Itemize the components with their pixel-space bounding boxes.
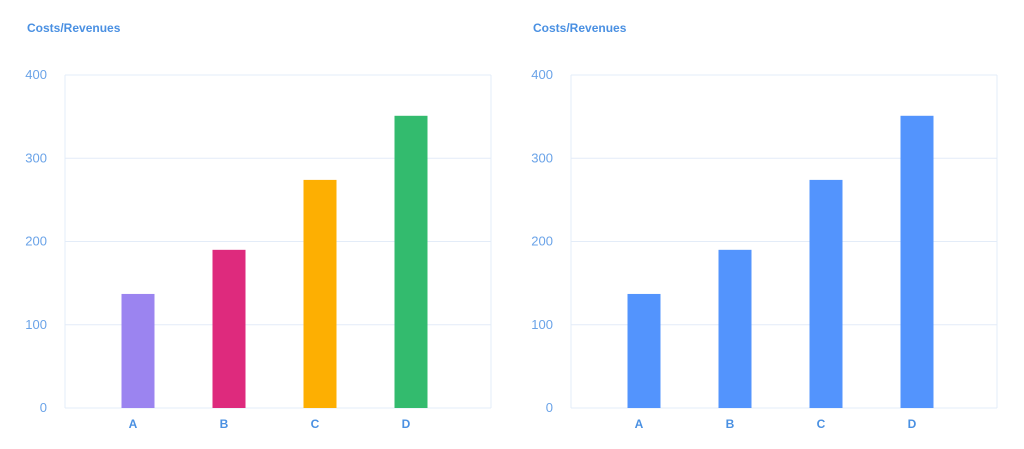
x-tick-label: C bbox=[817, 417, 826, 431]
y-tick-label: 300 bbox=[25, 150, 47, 165]
y-tick-label: 0 bbox=[546, 400, 553, 415]
x-tick-label: D bbox=[402, 417, 411, 431]
chart-title: Costs/Revenues bbox=[27, 21, 121, 35]
bar-b bbox=[718, 249, 752, 408]
y-tick-label: 300 bbox=[531, 150, 553, 165]
x-tick-label: D bbox=[908, 417, 917, 431]
bar-a bbox=[627, 293, 661, 408]
y-tick-label: 100 bbox=[531, 317, 553, 332]
bar-a bbox=[121, 293, 155, 408]
y-tick-label: 200 bbox=[25, 234, 47, 249]
bar-chart: 0 100 200 300 400 A B C D bbox=[531, 67, 998, 431]
x-tick-label: C bbox=[311, 417, 320, 431]
y-tick-label: 100 bbox=[25, 317, 47, 332]
y-tick-label: 200 bbox=[531, 234, 553, 249]
y-tick-label: 400 bbox=[531, 67, 553, 82]
x-tick-label: B bbox=[726, 417, 735, 431]
x-tick-label: A bbox=[635, 417, 644, 431]
y-tick-label: 400 bbox=[25, 67, 47, 82]
chart-panel-right: Costs/Revenues 0 100 200 300 400 A B C D bbox=[506, 0, 1006, 449]
bar-c bbox=[809, 179, 843, 408]
bar-b bbox=[212, 249, 246, 408]
bar-chart: 0 100 200 300 400 A B C D bbox=[25, 67, 492, 431]
chart-title: Costs/Revenues bbox=[533, 21, 627, 35]
bar-d bbox=[394, 115, 428, 408]
y-tick-label: 0 bbox=[40, 400, 47, 415]
chart-panel-left: Costs/Revenues 0 100 200 300 400 A B C D bbox=[0, 0, 500, 449]
x-tick-label: A bbox=[129, 417, 138, 431]
bar-c bbox=[303, 179, 337, 408]
x-tick-label: B bbox=[220, 417, 229, 431]
bar-d bbox=[900, 115, 934, 408]
